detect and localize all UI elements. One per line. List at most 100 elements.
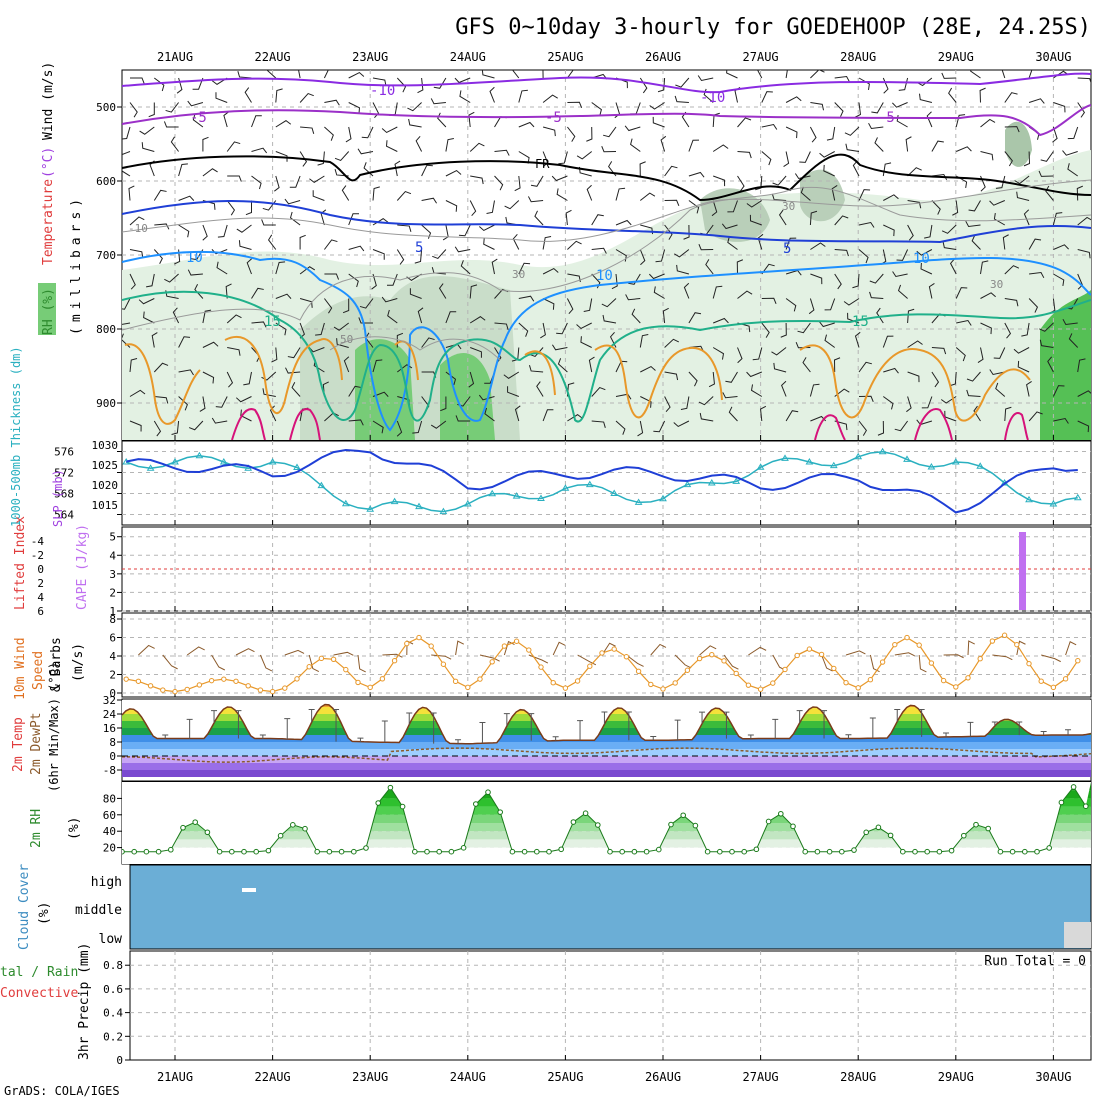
wind-marker [428, 643, 434, 649]
wind-marker [855, 685, 861, 691]
wind-barb [896, 249, 909, 261]
wind-barb [409, 288, 422, 299]
rh-marker [595, 822, 601, 828]
wind-barb [631, 308, 641, 324]
wind-barb [917, 77, 933, 87]
wind-barb [688, 371, 698, 387]
wind-barb [540, 322, 546, 339]
wind-marker [355, 679, 361, 686]
rh-marker [229, 848, 235, 855]
wind-barb [491, 258, 498, 275]
wind-barb [542, 94, 558, 103]
wind-barb [192, 113, 204, 128]
contour-10 [122, 251, 1091, 432]
wind-marker [330, 656, 337, 662]
wind-barb [794, 173, 811, 180]
wind-barb [655, 249, 666, 263]
rh-marker [168, 846, 174, 853]
wind-barb [834, 273, 842, 290]
rh-marker [192, 819, 198, 825]
wind-barb [771, 347, 787, 356]
wind-barb [810, 70, 825, 79]
wind-barb [653, 286, 665, 299]
wind-barb [868, 122, 884, 129]
cloud-level-middle: middle [75, 903, 122, 918]
wind-barb [567, 126, 576, 142]
wind-barb [970, 70, 981, 79]
wind-barb [122, 322, 131, 325]
rh-iso-50 [329, 336, 501, 361]
wind-marker [196, 682, 203, 688]
wind-barb [1039, 339, 1054, 348]
wind-barb [459, 90, 471, 103]
thickness-marker [1025, 495, 1033, 503]
wind-barb [226, 314, 242, 324]
wind-barb [980, 322, 992, 335]
wind-barb [1028, 238, 1042, 250]
rh-marker [509, 848, 516, 855]
wind-barb [396, 249, 405, 265]
minmax-bar [455, 739, 462, 744]
wind-barb [648, 273, 665, 280]
rh-marker [122, 848, 125, 855]
wind-barb [1052, 126, 1058, 143]
wind-barb [358, 317, 373, 324]
wind-barb [761, 322, 770, 338]
tick-label: 16 [103, 722, 116, 735]
rh-marker [778, 810, 784, 817]
wind-barb [1004, 322, 1012, 339]
rh-marker [887, 832, 894, 839]
thickness-marker [171, 458, 179, 465]
cloud-level-high: high [91, 875, 122, 890]
rh-marker [351, 848, 357, 855]
wind-barb [928, 283, 935, 299]
cloud-high-gap [242, 888, 256, 892]
wind-barb [407, 102, 422, 112]
rh-marker [826, 848, 833, 855]
wind-barb [129, 216, 145, 226]
label-precip: 3hr Precip (mm) [77, 943, 92, 1060]
contour-m10 [122, 72, 1091, 94]
minmax-bar [577, 720, 584, 741]
wind-barb [372, 77, 387, 87]
wind-barb [674, 95, 689, 103]
wind-10m-barb [577, 654, 597, 666]
wind-barb [601, 145, 617, 153]
tick-label: 900 [96, 397, 116, 410]
minmax-bar [699, 711, 706, 724]
wind-barb [1004, 151, 1013, 167]
wind-10m-barb [674, 654, 692, 669]
wind-barb [433, 77, 447, 89]
wind-barb [372, 359, 383, 373]
wind-barb [728, 406, 738, 422]
wind-barb [211, 417, 228, 424]
wind-marker [1014, 641, 1020, 648]
wind-marker [599, 650, 605, 656]
wind-barb [361, 126, 374, 139]
thickness-marker [268, 458, 277, 465]
precip-tick-label: 0.8 [103, 959, 123, 972]
wind-barb [800, 186, 811, 201]
cape-tick-label: 3 [109, 568, 116, 581]
rh-marker [1083, 803, 1089, 809]
rh-marker [863, 829, 870, 836]
rh-marker [424, 848, 430, 855]
wind-barb [916, 249, 933, 256]
wind-barb [348, 213, 360, 226]
tick-label: 572 [54, 467, 74, 480]
wind-barb [809, 383, 820, 397]
wind-barb [396, 190, 412, 201]
wind-barb [611, 273, 618, 290]
wind-barb [275, 293, 292, 299]
wind-marker [867, 677, 874, 683]
wind-barb [698, 396, 714, 406]
wind-barb [854, 102, 861, 118]
precip-tick-label: 0 [116, 1054, 123, 1067]
wind-barb [834, 249, 849, 257]
minmax-bar [601, 711, 608, 725]
wind-barb [412, 420, 423, 434]
wind-barb [261, 371, 277, 381]
wind-barb [542, 70, 544, 79]
wind-barb [153, 420, 162, 437]
